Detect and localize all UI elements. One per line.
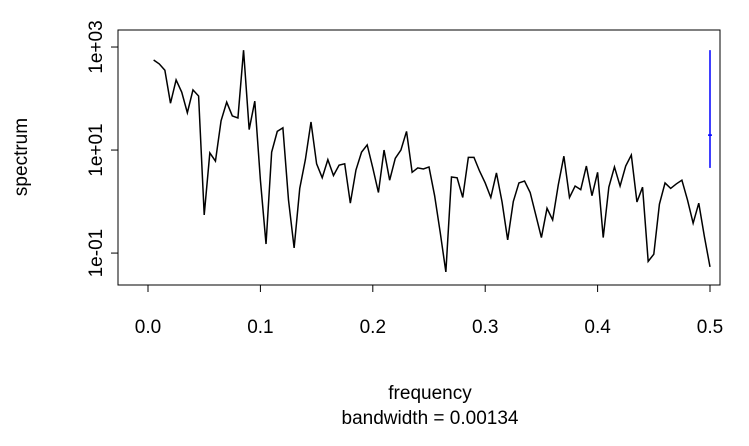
y-axis-label: spectrum — [11, 118, 32, 196]
y-tick-label: 1e-01 — [86, 229, 107, 278]
spectrum-line — [153, 50, 711, 273]
subtitle: bandwidth = 0.00134 — [342, 408, 519, 429]
x-tick-label: 0.3 — [472, 317, 498, 338]
x-tick-label: 0.0 — [135, 317, 161, 338]
y-tick-label: 1e+03 — [86, 20, 107, 73]
x-tick-label: 0.1 — [247, 317, 273, 338]
x-tick-label: 0.4 — [584, 317, 611, 338]
x-tick-label: 0.5 — [697, 317, 723, 338]
plot-box — [117, 29, 721, 286]
x-tick-label: 0.2 — [360, 317, 386, 338]
y-tick-label: 1e+01 — [86, 123, 107, 176]
x-axis-label: frequency — [388, 383, 472, 404]
